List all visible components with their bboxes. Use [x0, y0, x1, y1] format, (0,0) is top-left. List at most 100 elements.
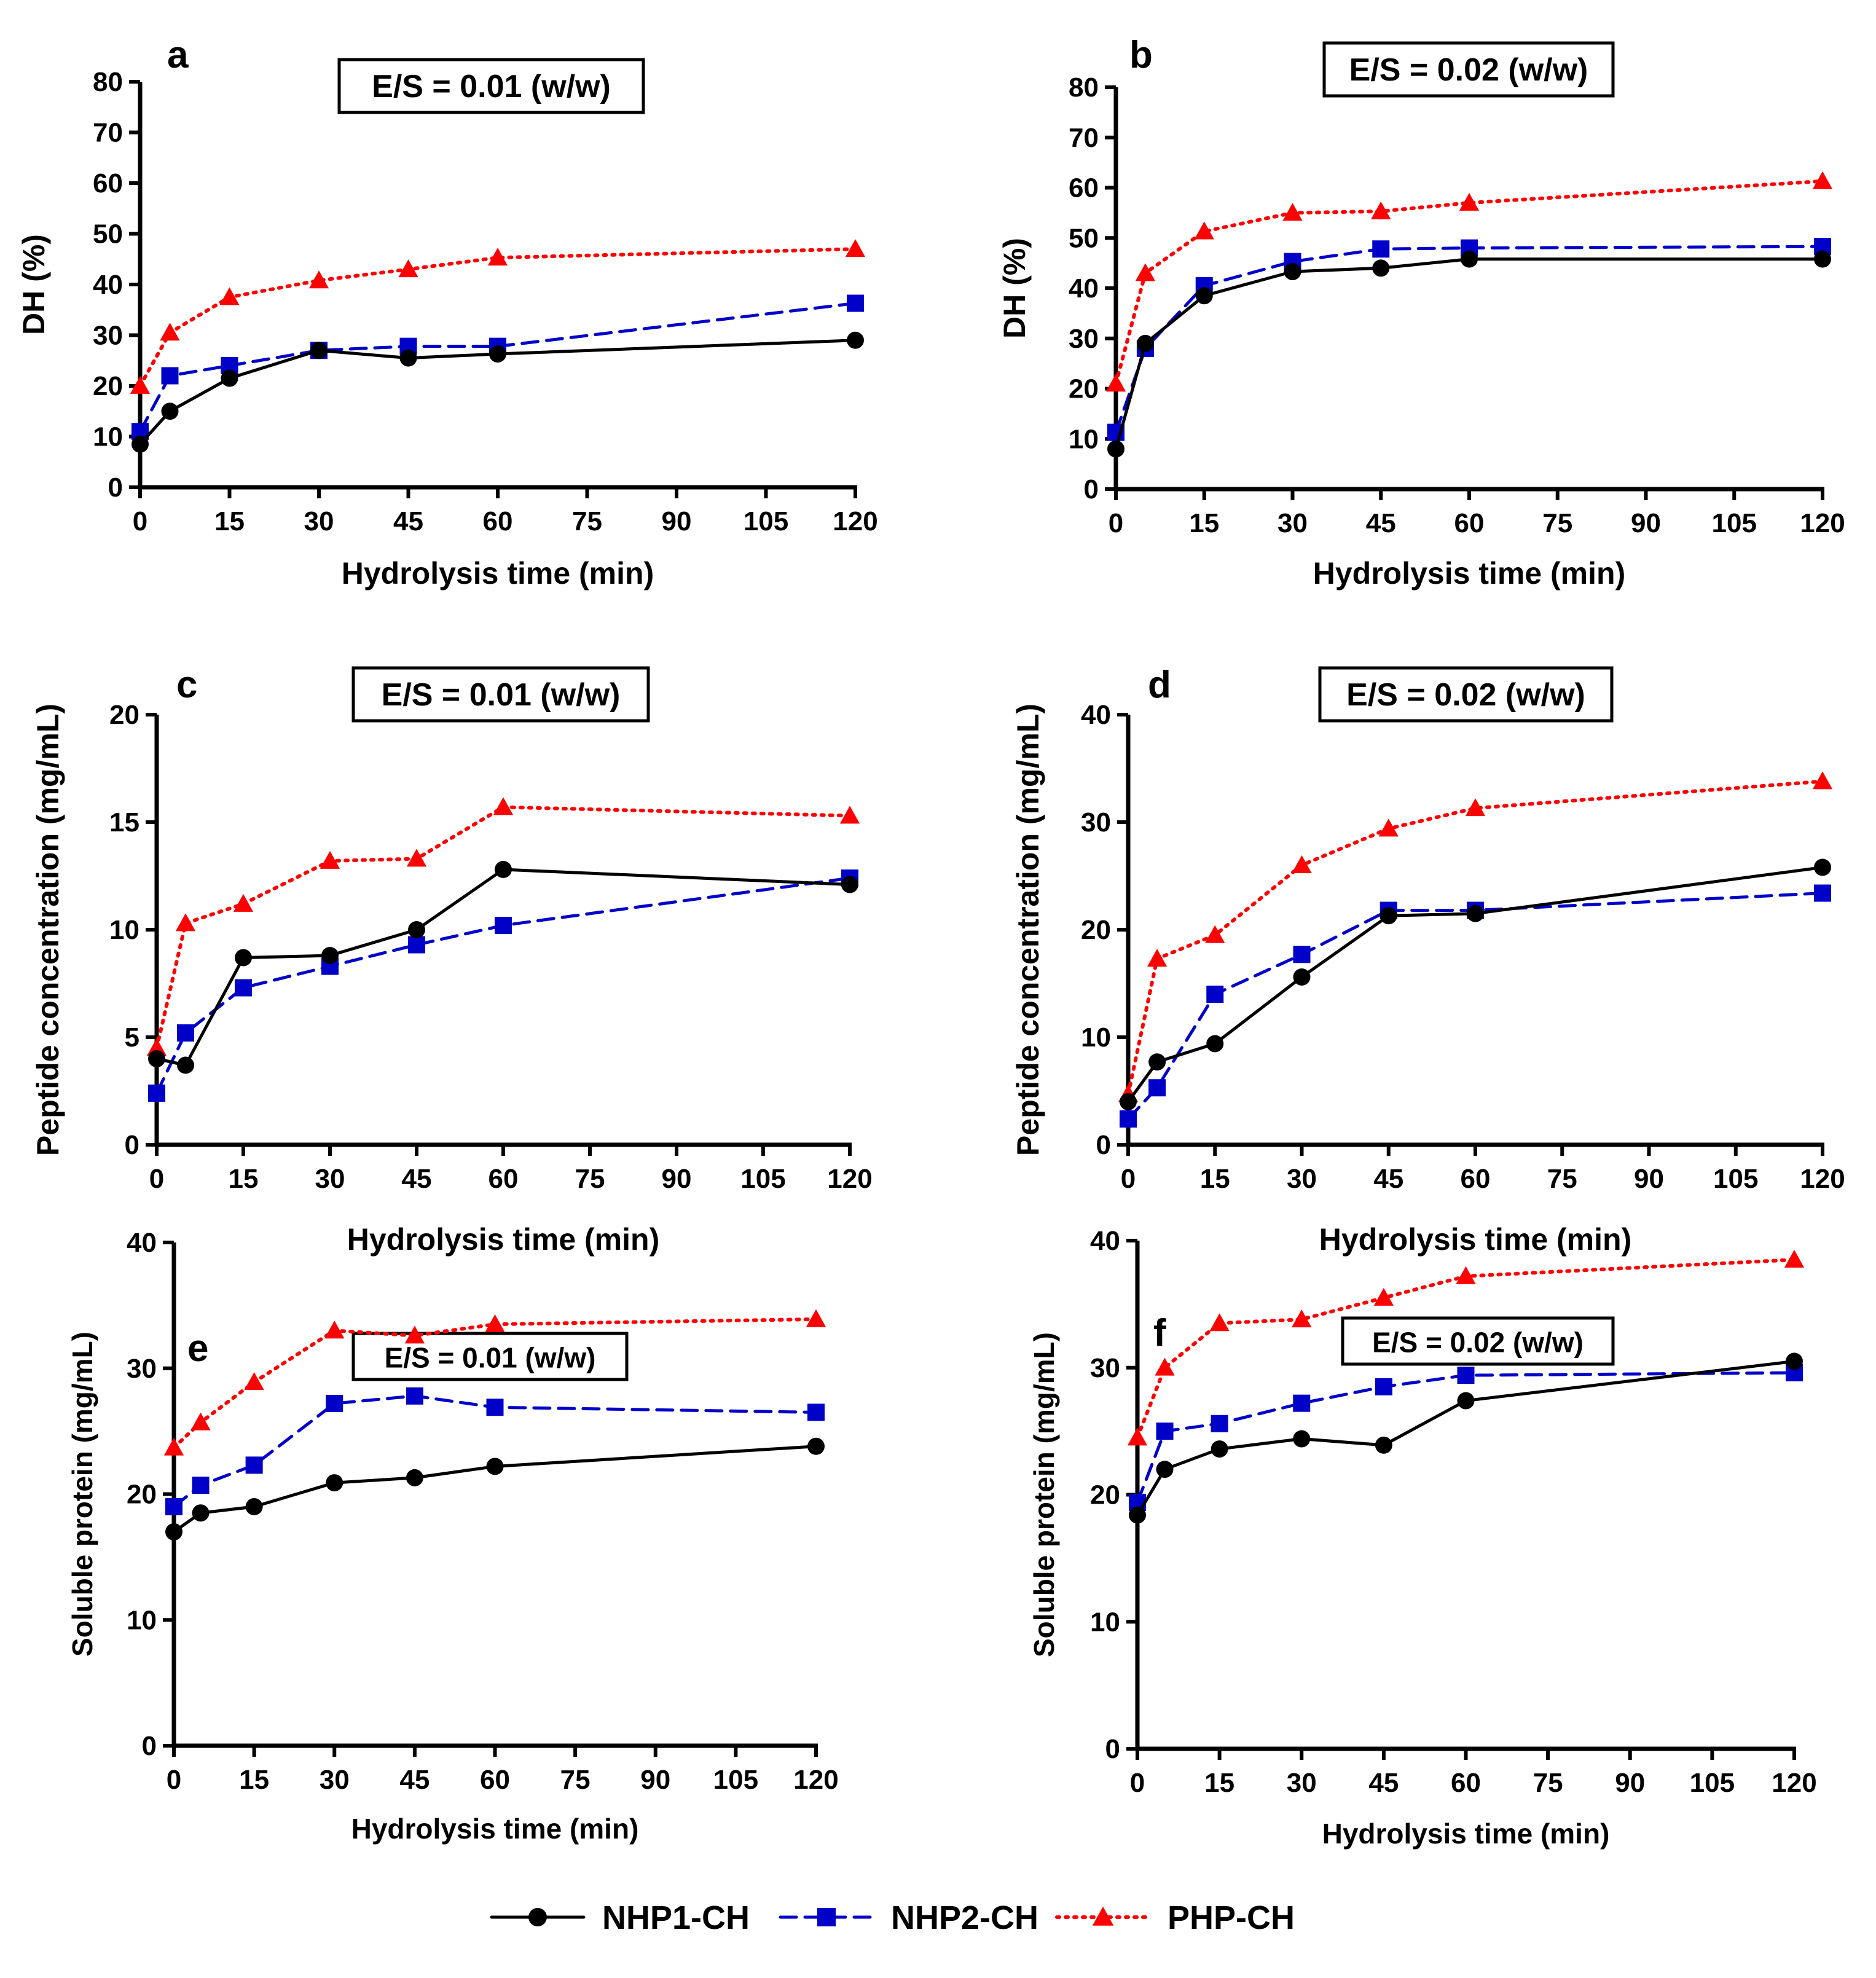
data-point: [326, 1395, 343, 1413]
x-tick-label: 30: [304, 506, 334, 536]
data-point: [165, 1523, 182, 1540]
x-tick-label: 0: [1109, 508, 1123, 538]
x-tick-label: 120: [1800, 1164, 1845, 1194]
x-tick-label: 45: [1373, 1164, 1403, 1194]
y-axis-title: Soluble protein (mg/mL): [66, 1332, 98, 1657]
x-tick-label: 90: [662, 1164, 692, 1194]
data-point: [485, 1314, 505, 1332]
data-point: [845, 239, 866, 257]
x-tick-label: 120: [1772, 1768, 1816, 1798]
series-line: [155, 868, 852, 1067]
series-nhp2-ch: [148, 869, 858, 1102]
legend-item-php-ch: PHP-CH: [1055, 1899, 1295, 1936]
data-point: [161, 367, 179, 385]
y-tick-label: 10: [1090, 1607, 1120, 1637]
legend: NHP1-CH NHP2-CH PHP-CH: [490, 1899, 1295, 1936]
data-point: [163, 1437, 184, 1456]
y-tick-label: 70: [93, 118, 123, 148]
y-tick-label: 30: [1069, 324, 1099, 354]
x-tick-label: 90: [1615, 1768, 1645, 1798]
panel-f: 0 10 20 30 40 0 15 30 45 60 75 90 105 120 Hydrolysis t…: [1028, 1226, 1817, 1850]
y-tick-label: 5: [125, 1022, 139, 1053]
y-tick-label: 70: [1069, 123, 1099, 153]
annotation-box: [1318, 666, 1614, 723]
data-point: [1812, 771, 1833, 790]
panel-letter: a: [167, 34, 189, 76]
x-tick-label: 75: [560, 1765, 591, 1795]
data-point: [1380, 907, 1397, 925]
series-line: [1114, 257, 1824, 451]
data-point: [1814, 858, 1831, 876]
annotation-text: E/S = 0.02 (w/w): [1372, 1327, 1584, 1359]
data-point: [486, 1399, 504, 1416]
y-tick-label: 15: [109, 807, 139, 838]
data-point: [326, 1474, 343, 1492]
data-point: [1461, 250, 1478, 268]
data-point: [320, 850, 340, 869]
panel-letter: d: [1148, 664, 1171, 706]
data-point: [1206, 986, 1224, 1003]
x-tick-label: 60: [1461, 1164, 1491, 1194]
y-tick-label: 40: [1069, 273, 1099, 304]
y-tick-label: 40: [93, 270, 123, 300]
data-point: [486, 1458, 504, 1475]
series-nhp1-ch: [1129, 1352, 1803, 1524]
x-tick-label: 30: [1277, 508, 1308, 538]
annotation-text: E/S = 0.02 (w/w): [1349, 52, 1588, 88]
data-point: [1292, 1309, 1312, 1328]
x-tick-label: 90: [1634, 1164, 1664, 1194]
legend-marker: [1092, 1906, 1114, 1926]
x-tick-label: 0: [1121, 1164, 1136, 1194]
data-point: [177, 1056, 194, 1074]
x-tick-label: 75: [575, 1164, 605, 1194]
data-point: [839, 806, 860, 824]
y-tick-label: 30: [1090, 1353, 1120, 1383]
data-point: [148, 1050, 165, 1067]
x-tick-label: 105: [1713, 1164, 1758, 1194]
data-point: [1135, 263, 1156, 281]
x-tick-label: 60: [480, 1765, 510, 1795]
y-tick-label: 60: [1069, 173, 1099, 203]
legend-label: NHP2-CH: [891, 1899, 1038, 1936]
y-axis-title: DH (%): [997, 238, 1032, 339]
data-point: [130, 375, 151, 394]
series-line: [1114, 179, 1824, 386]
data-point: [406, 1387, 423, 1405]
x-tick-label: 15: [1204, 1768, 1234, 1798]
series-nhp2-ch: [165, 1387, 825, 1515]
data-point: [175, 913, 196, 932]
series-nhp2-ch: [1129, 1364, 1803, 1511]
series-nhp1-ch: [1107, 250, 1831, 458]
x-tick-label: 75: [572, 506, 602, 536]
legend-marker: [817, 1908, 836, 1926]
x-tick-label: 90: [662, 506, 692, 536]
y-tick-label: 10: [1069, 424, 1099, 454]
x-tick-label: 60: [489, 1164, 519, 1194]
data-point: [1293, 1394, 1311, 1412]
data-point: [807, 1437, 825, 1455]
data-point: [235, 979, 252, 997]
x-tick-label: 120: [1800, 508, 1845, 538]
data-point: [487, 248, 508, 266]
data-point: [1456, 1266, 1476, 1284]
y-tick-label: 10: [127, 1605, 157, 1635]
annotation-text: E/S = 0.01 (w/w): [382, 677, 621, 713]
data-point: [847, 294, 864, 312]
data-point: [1206, 1035, 1224, 1053]
y-tick-label: 20: [1069, 374, 1099, 404]
data-point: [1293, 1430, 1311, 1448]
data-point: [398, 259, 418, 278]
data-point: [1147, 949, 1168, 967]
series-line: [1136, 1359, 1796, 1517]
x-tick-label: 15: [239, 1765, 269, 1795]
data-point: [161, 402, 179, 420]
y-tick-label: 30: [127, 1354, 157, 1384]
data-point: [177, 1024, 194, 1042]
annotation-text: E/S = 0.02 (w/w): [1346, 677, 1585, 713]
series-line: [1126, 892, 1824, 1121]
x-tick-label: 45: [402, 1164, 432, 1194]
legend-item-nhp2-ch: NHP2-CH: [779, 1899, 1038, 1936]
series-nhp1-ch: [1120, 858, 1831, 1110]
series-php-ch: [163, 1309, 826, 1456]
y-tick-label: 80: [93, 67, 123, 97]
